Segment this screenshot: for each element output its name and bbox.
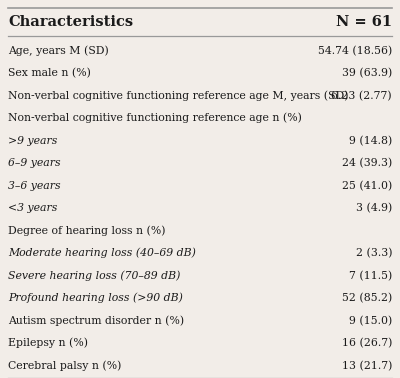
Text: Autism spectrum disorder n (%): Autism spectrum disorder n (%)	[8, 315, 184, 326]
Text: 3 (4.9): 3 (4.9)	[356, 203, 392, 213]
Text: 52 (85.2): 52 (85.2)	[342, 293, 392, 303]
Text: Non-verbal cognitive functioning reference age M, years (SD): Non-verbal cognitive functioning referen…	[8, 90, 348, 101]
Text: 7 (11.5): 7 (11.5)	[349, 271, 392, 281]
Text: 39 (63.9): 39 (63.9)	[342, 68, 392, 78]
Text: 24 (39.3): 24 (39.3)	[342, 158, 392, 168]
Text: 6.23 (2.77): 6.23 (2.77)	[331, 90, 392, 101]
Text: Characteristics: Characteristics	[8, 15, 133, 29]
Text: 13 (21.7): 13 (21.7)	[342, 361, 392, 371]
Text: Degree of hearing loss n (%): Degree of hearing loss n (%)	[8, 225, 166, 236]
Text: Non-verbal cognitive functioning reference age n (%): Non-verbal cognitive functioning referen…	[8, 113, 302, 123]
Text: 9 (15.0): 9 (15.0)	[349, 316, 392, 326]
Text: N = 61: N = 61	[336, 15, 392, 29]
Text: 16 (26.7): 16 (26.7)	[342, 338, 392, 348]
Text: 2 (3.3): 2 (3.3)	[356, 248, 392, 258]
Text: 3–6 years: 3–6 years	[8, 181, 61, 191]
Text: Severe hearing loss (70–89 dB): Severe hearing loss (70–89 dB)	[8, 270, 180, 281]
Text: <3 years: <3 years	[8, 203, 57, 213]
Text: >9 years: >9 years	[8, 136, 57, 146]
Text: 25 (41.0): 25 (41.0)	[342, 180, 392, 191]
Text: Moderate hearing loss (40–69 dB): Moderate hearing loss (40–69 dB)	[8, 248, 196, 259]
Text: 6–9 years: 6–9 years	[8, 158, 61, 168]
Text: 54.74 (18.56): 54.74 (18.56)	[318, 45, 392, 56]
Text: Sex male n (%): Sex male n (%)	[8, 68, 91, 78]
Text: Age, years M (SD): Age, years M (SD)	[8, 45, 109, 56]
Text: Epilepsy n (%): Epilepsy n (%)	[8, 338, 88, 349]
Text: 9 (14.8): 9 (14.8)	[349, 135, 392, 146]
Text: Cerebral palsy n (%): Cerebral palsy n (%)	[8, 360, 121, 371]
Text: Profound hearing loss (>90 dB): Profound hearing loss (>90 dB)	[8, 293, 183, 304]
